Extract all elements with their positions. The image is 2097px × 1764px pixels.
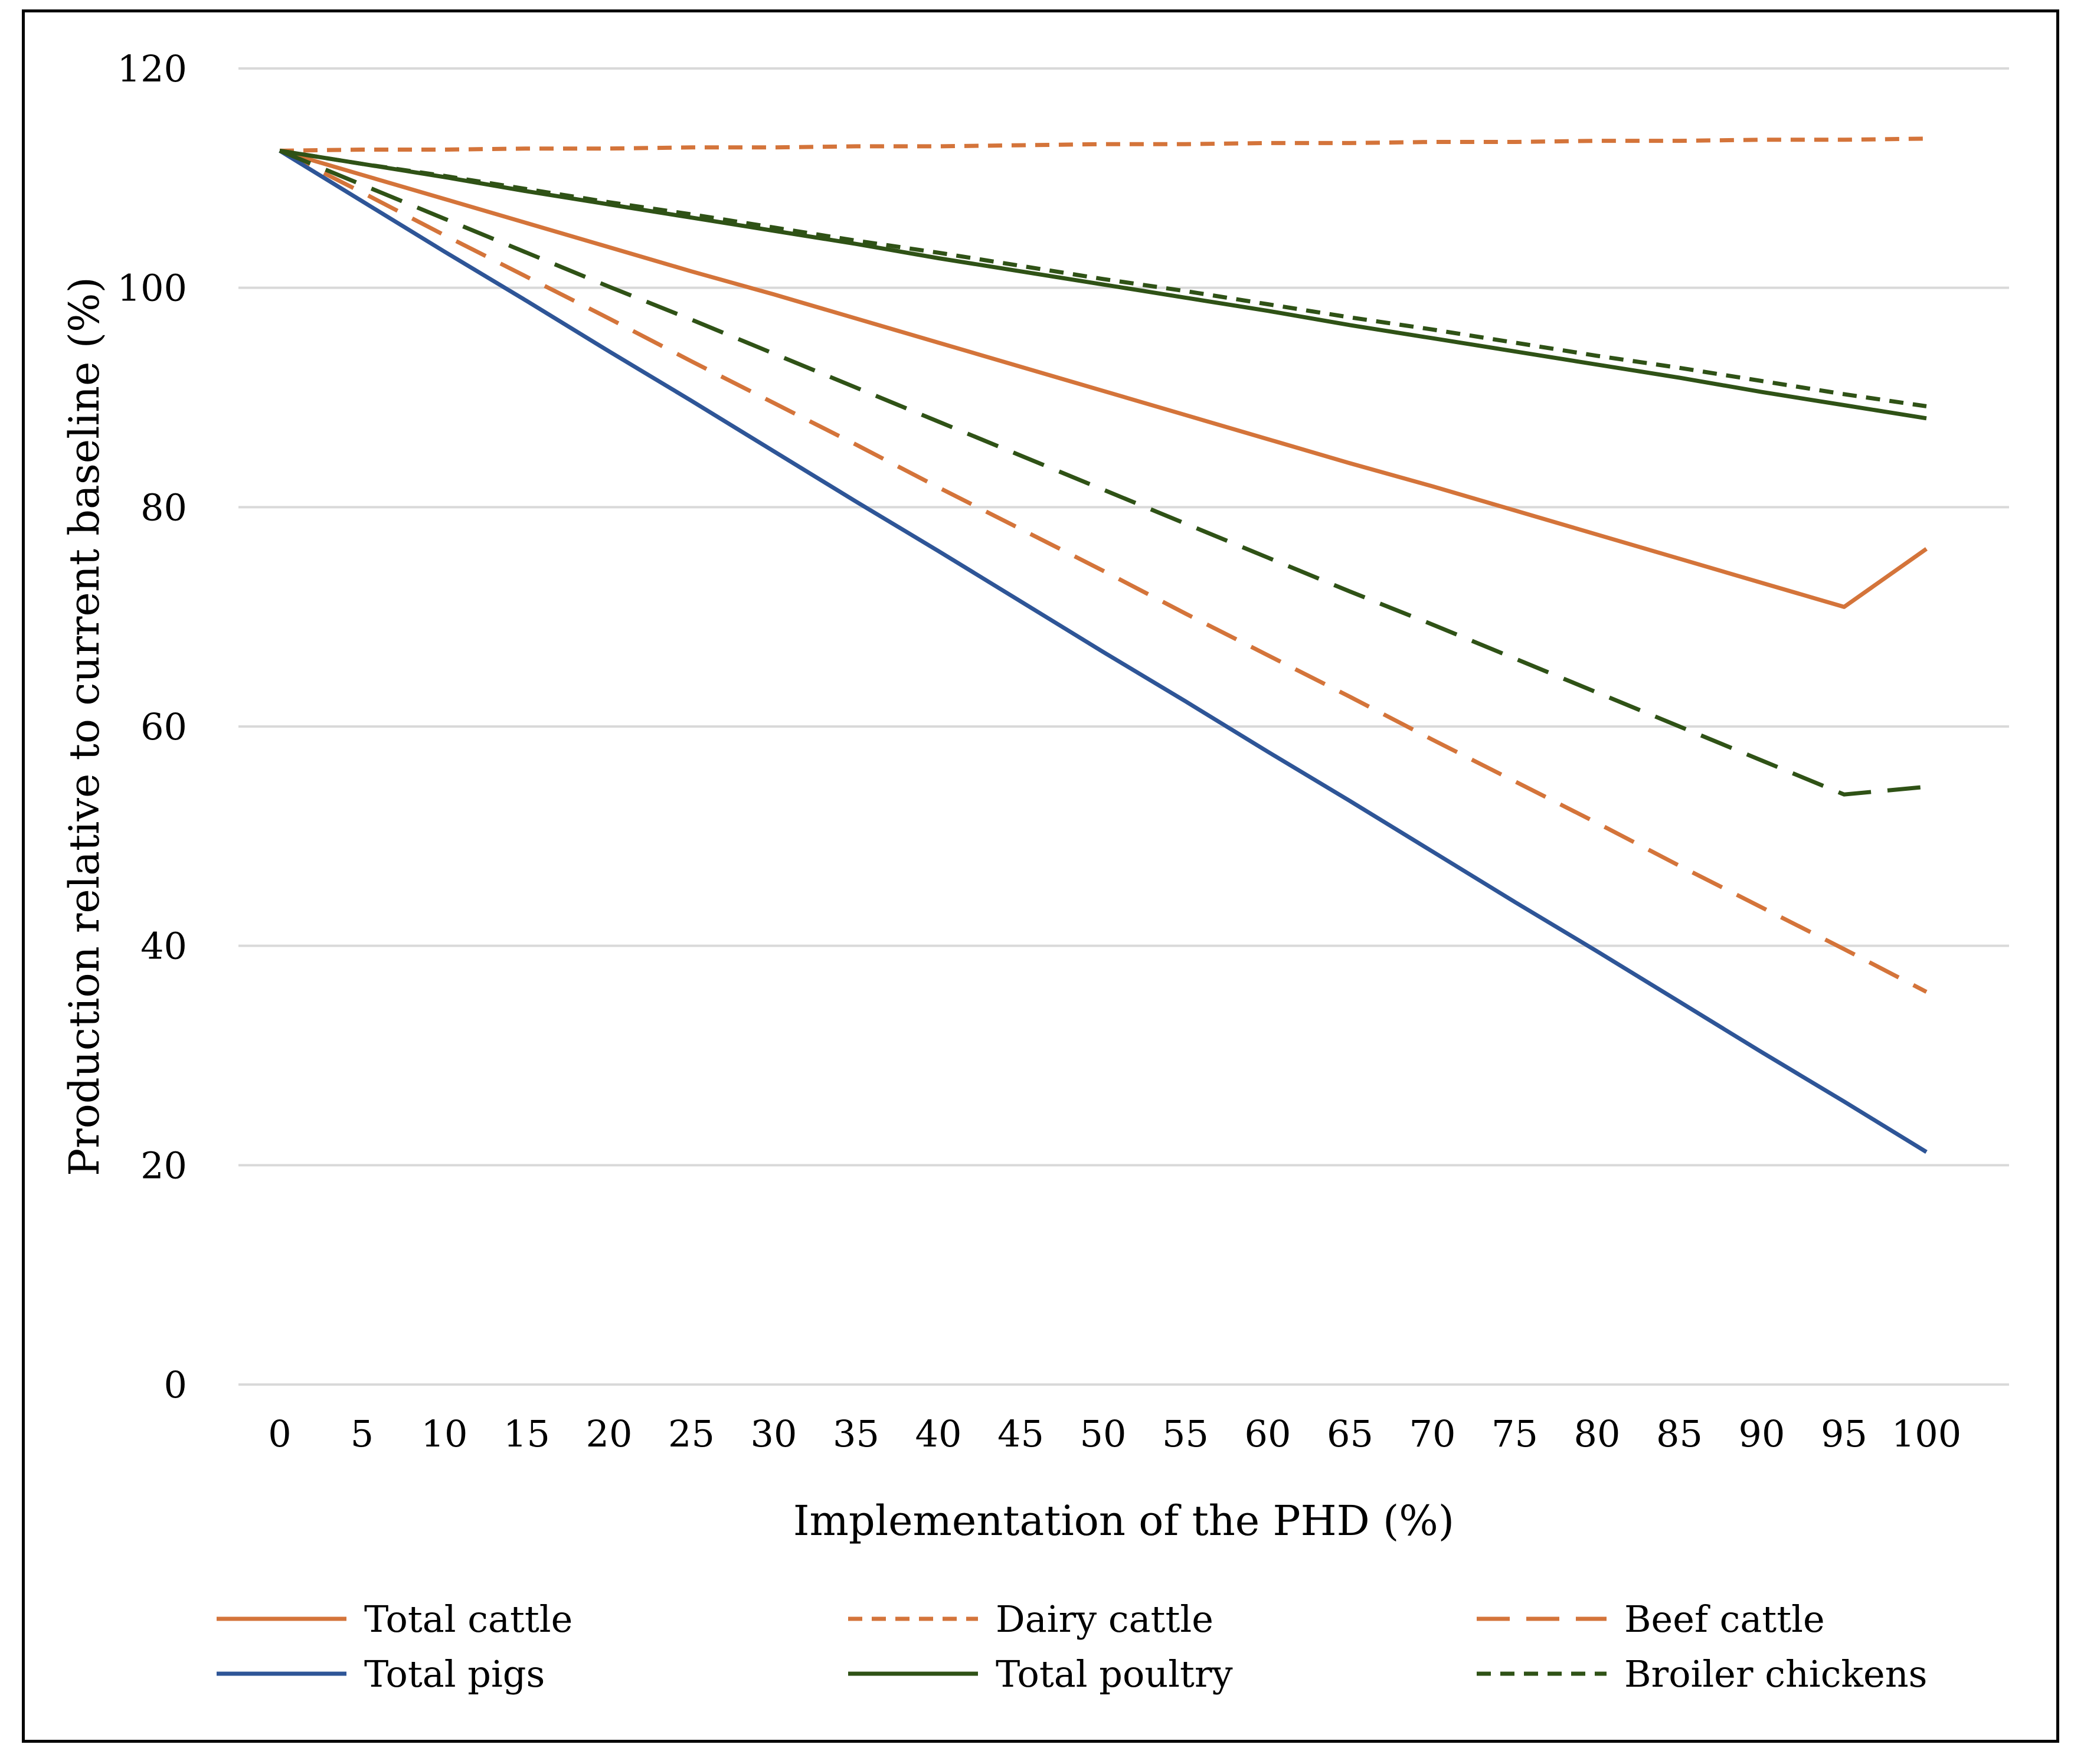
series-line-total-pigs <box>279 149 1928 1154</box>
y-tick-label: 0 <box>164 1363 187 1406</box>
y-tick-label: 60 <box>140 705 187 748</box>
legend-label: Total pigs <box>364 1652 545 1696</box>
x-tick-label: 25 <box>668 1412 715 1455</box>
x-tick-label: 50 <box>1080 1412 1127 1455</box>
series-line-total-poultry <box>279 148 1927 421</box>
x-tick-label: 15 <box>503 1412 550 1455</box>
chart-frame: 0 20 40 60 80 100 120 0 5 10 15 20 25 30 35 40 45 50 55 60… <box>22 9 2059 1743</box>
x-tick-labels: 0 5 10 15 20 25 30 35 40 45 50 55 60 65 70 75 80 85 90 95 10… <box>268 1412 1961 1455</box>
series-line-broiler-chickens <box>279 148 1927 408</box>
series-line-dairy-cattle <box>279 136 1927 153</box>
series-line-beef-cattle <box>279 149 1928 994</box>
y-tick-label: 80 <box>140 486 187 529</box>
series-line-total-cattle <box>279 149 1928 609</box>
x-tick-label: 35 <box>833 1412 879 1455</box>
x-tick-label: 30 <box>751 1412 797 1455</box>
series-lines <box>279 136 1928 1154</box>
x-tick-label: 85 <box>1656 1412 1703 1455</box>
x-tick-label: 0 <box>268 1412 291 1455</box>
x-tick-label: 80 <box>1574 1412 1621 1455</box>
x-tick-label: 65 <box>1327 1412 1373 1455</box>
y-axis-label: Production relative to current baseline … <box>60 277 109 1176</box>
x-tick-label: 95 <box>1821 1412 1867 1455</box>
x-tick-label: 75 <box>1491 1412 1538 1455</box>
y-tick-label: 40 <box>140 925 187 968</box>
legend-label: Total poultry <box>996 1652 1233 1696</box>
x-tick-label: 20 <box>586 1412 633 1455</box>
x-tick-label: 40 <box>915 1412 962 1455</box>
x-tick-label: 45 <box>997 1412 1044 1455</box>
y-tick-label: 120 <box>117 47 187 90</box>
x-tick-label: 10 <box>421 1412 468 1455</box>
x-tick-label: 100 <box>1892 1412 1961 1455</box>
legend-label: Beef cattle <box>1624 1598 1825 1641</box>
x-tick-label: 70 <box>1409 1412 1456 1455</box>
x-tick-label: 90 <box>1739 1412 1785 1455</box>
legend: Total cattle Dairy cattle Beef cattle Total… <box>217 1598 1927 1696</box>
y-tick-label: 20 <box>140 1144 187 1187</box>
line-chart: 0 20 40 60 80 100 120 0 5 10 15 20 25 30 35 40 45 50 55 60… <box>60 47 2009 1696</box>
x-tick-label: 55 <box>1162 1412 1209 1455</box>
series-line-series-6 <box>279 149 1927 797</box>
legend-label: Broiler chickens <box>1624 1652 1927 1696</box>
x-tick-label: 5 <box>351 1412 374 1455</box>
x-axis-label: Implementation of the PHD (%) <box>793 1497 1454 1545</box>
y-tick-labels: 0 20 40 60 80 100 120 <box>117 47 187 1406</box>
x-tick-label: 60 <box>1245 1412 1291 1455</box>
legend-label: Dairy cattle <box>996 1598 1213 1641</box>
y-tick-label: 100 <box>117 267 187 310</box>
legend-label: Total cattle <box>364 1598 572 1641</box>
